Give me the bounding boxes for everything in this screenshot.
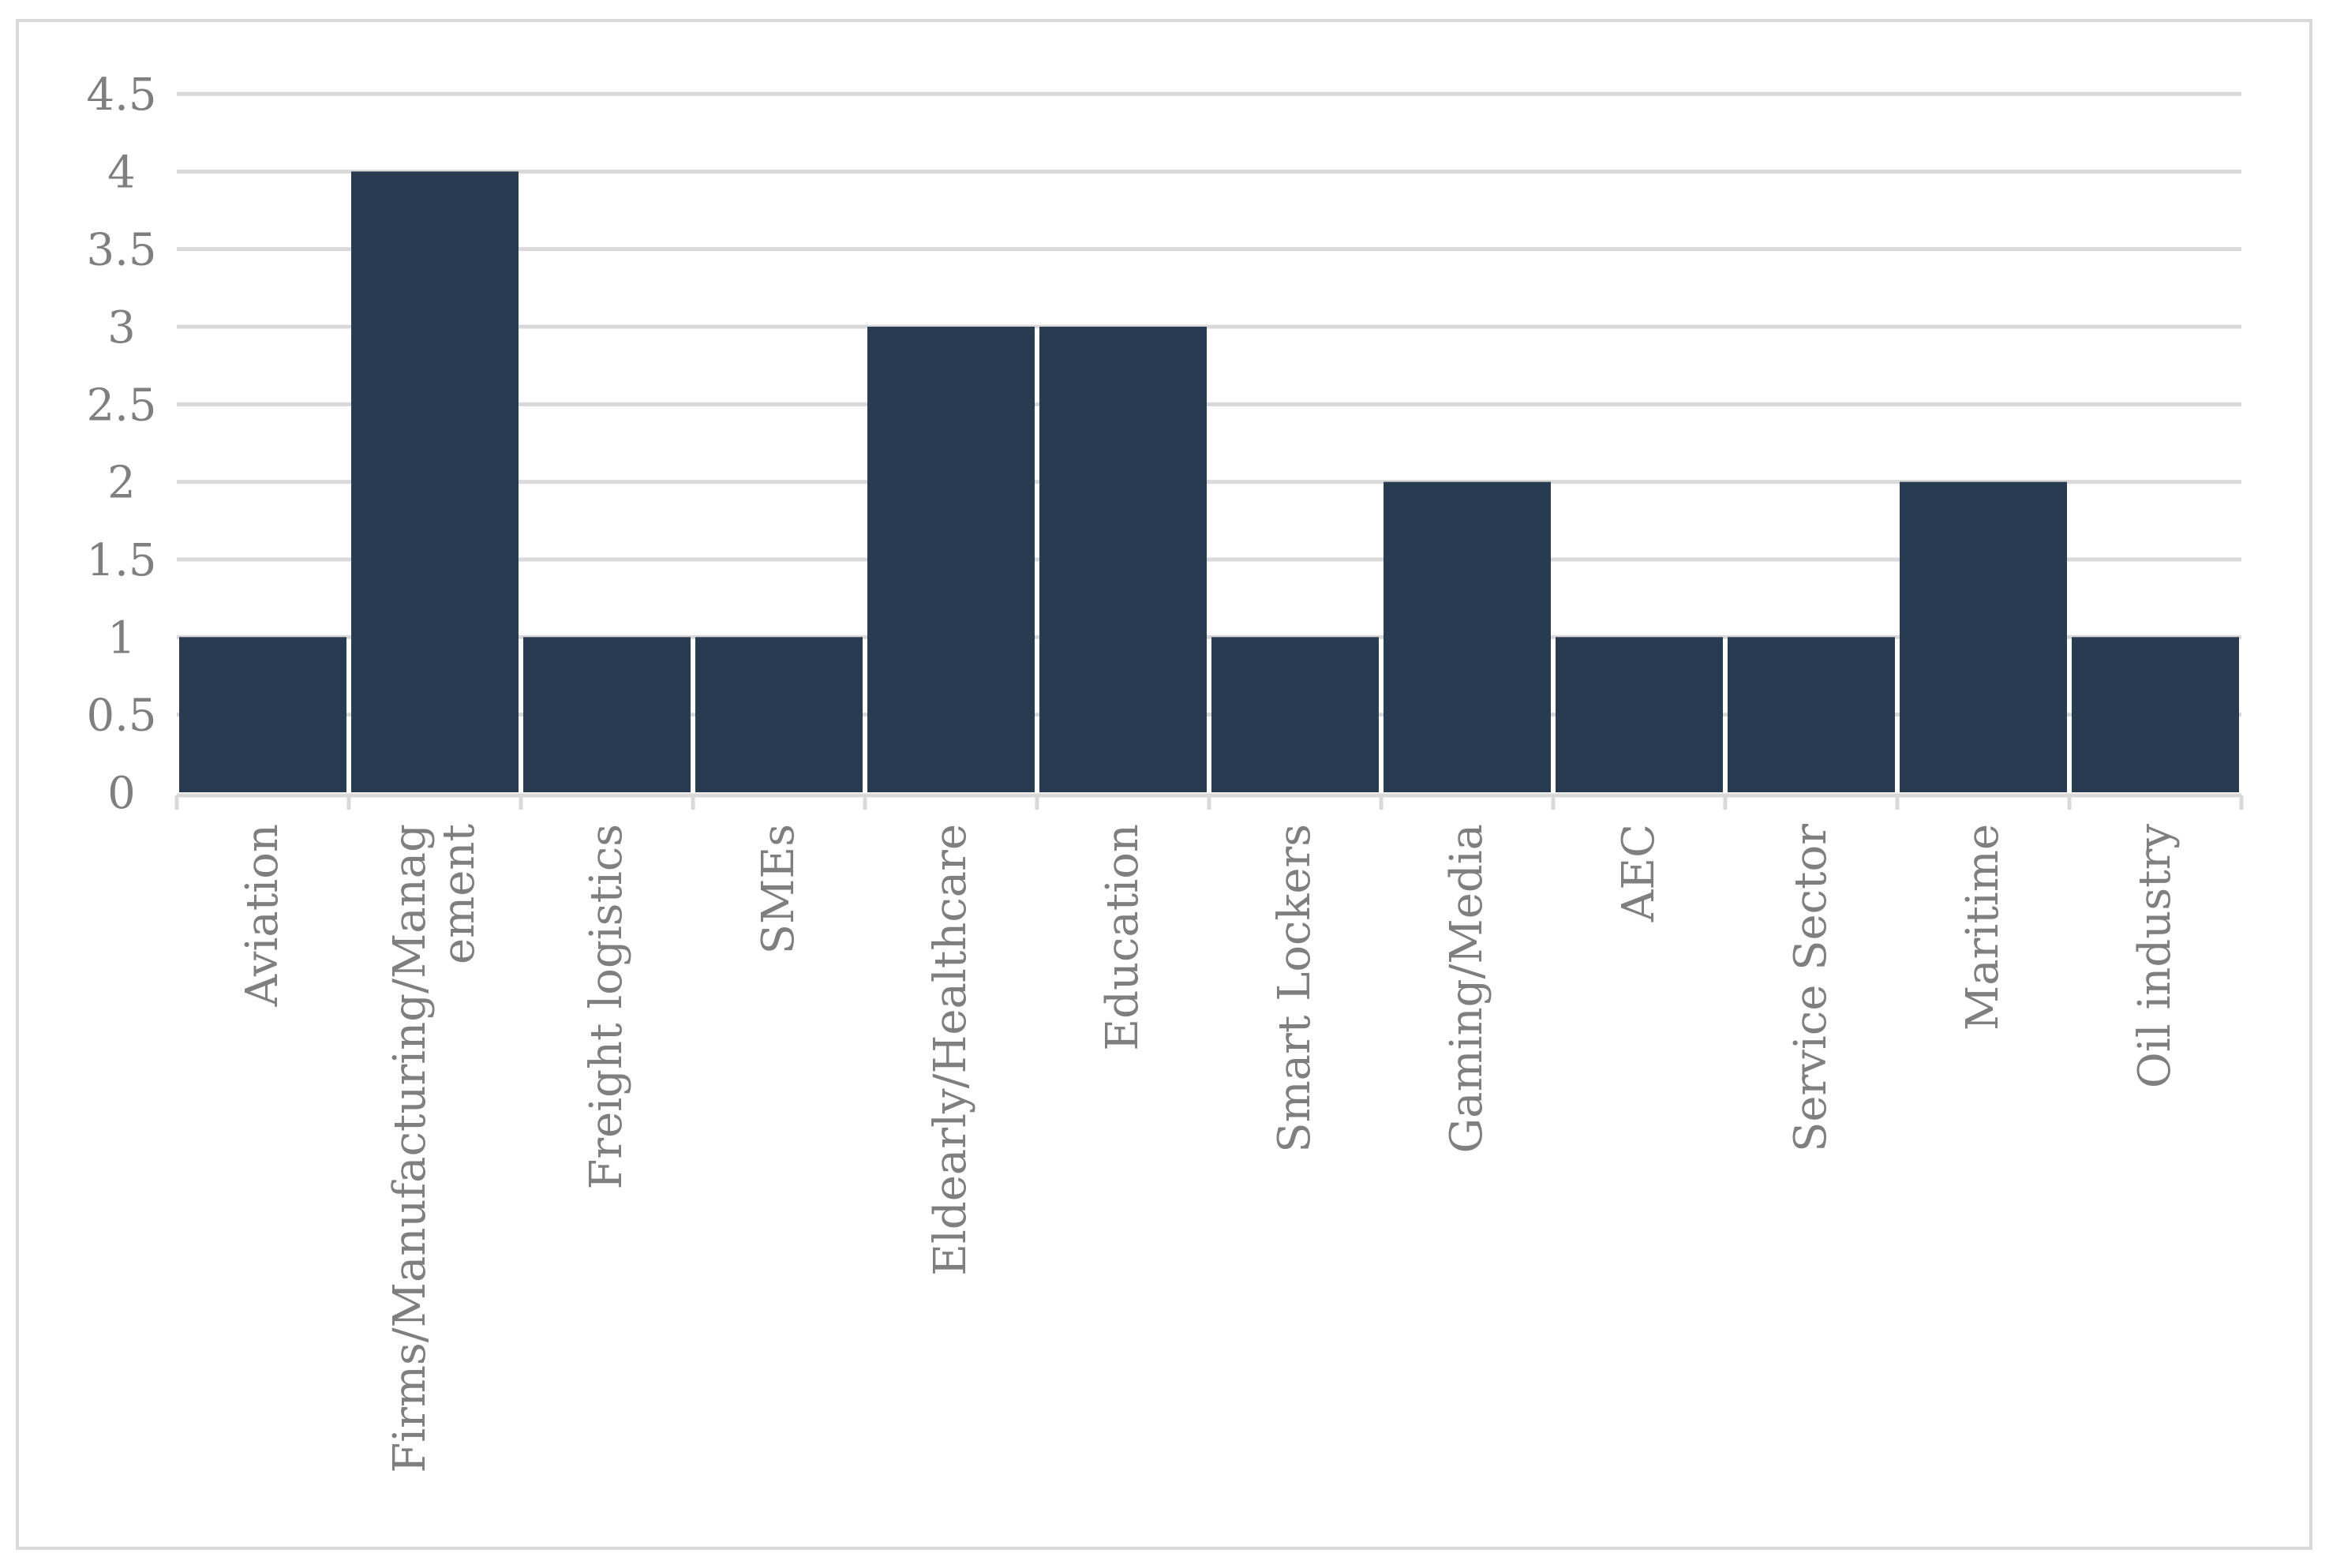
x-tick-label: Eldearly/Healthcare <box>925 824 976 1276</box>
x-tick-label: Service Sector <box>1785 824 1837 1152</box>
x-tick-label: Gaming/Media <box>1441 824 1492 1154</box>
y-tick-label: 3 <box>107 302 136 354</box>
x-axis <box>174 793 2244 810</box>
x-tick-label-line: Firms/Manufacturing/Manag <box>384 824 436 1473</box>
bar <box>351 171 519 793</box>
x-tick-label: Smart Lockers <box>1269 824 1320 1153</box>
y-tick-label: 1.5 <box>86 535 156 586</box>
bar <box>1211 637 1379 792</box>
y-tick-label: 4.5 <box>86 69 156 121</box>
bar <box>867 327 1035 792</box>
bar <box>2072 637 2239 792</box>
x-tick-label-line: AEC <box>1613 824 1664 922</box>
y-tick-label: 1 <box>107 612 136 664</box>
x-tick-label-line: Oil industry <box>2129 824 2181 1088</box>
x-tick-label: Education <box>1097 824 1148 1051</box>
x-tick-label: SMEs <box>753 824 804 954</box>
bar <box>695 637 863 792</box>
bar <box>1900 481 2067 792</box>
x-tick-label-line: Freight logistics <box>581 824 632 1190</box>
x-tick-label: AEC <box>1613 824 1664 922</box>
bar <box>523 637 691 792</box>
x-tick-label-line: Gaming/Media <box>1441 824 1492 1154</box>
y-tick-label: 2 <box>107 458 136 509</box>
bar-chart: 0 0.5 1 1.5 2 2.5 3 3.5 4 4.5 Aviation Firms/Manuf… <box>86 69 2244 1473</box>
x-tick-label-line: Aviation <box>237 824 288 1007</box>
x-tick-label-line: Eldearly/Healthcare <box>925 824 976 1276</box>
y-tick-label: 3.5 <box>86 225 156 276</box>
x-tick-label-line: Maritime <box>1957 824 2009 1031</box>
x-tick-label: Oil industry <box>2129 824 2181 1088</box>
y-tick-label: 2.5 <box>86 380 156 431</box>
x-tick-label-line: Service Sector <box>1785 824 1837 1152</box>
y-tick-label: 0.5 <box>86 690 156 742</box>
bar <box>1384 481 1551 792</box>
bar <box>1039 327 1207 792</box>
bar <box>1728 637 1895 792</box>
y-axis-tick-labels: 0 0.5 1 1.5 2 2.5 3 3.5 4 4.5 <box>86 69 156 819</box>
y-tick-label: 4 <box>107 147 136 198</box>
x-tick-label-line: Education <box>1097 824 1148 1051</box>
gridlines <box>177 92 2241 717</box>
x-tick-label-line: SMEs <box>753 824 804 954</box>
chart-frame: 0 0.5 1 1.5 2 2.5 3 3.5 4 4.5 Aviation Firms/Manuf… <box>16 19 2312 1550</box>
x-tick-label-line: ement <box>433 824 485 964</box>
bar <box>179 637 346 792</box>
bar <box>1556 637 1723 792</box>
y-tick-label: 0 <box>107 768 136 819</box>
x-tick-label: Aviation <box>237 824 288 1007</box>
x-tick-label: Maritime <box>1957 824 2009 1031</box>
x-tick-label: Freight logistics <box>581 824 632 1190</box>
x-tick-label-line: Smart Lockers <box>1269 824 1320 1153</box>
bars <box>179 171 2239 793</box>
